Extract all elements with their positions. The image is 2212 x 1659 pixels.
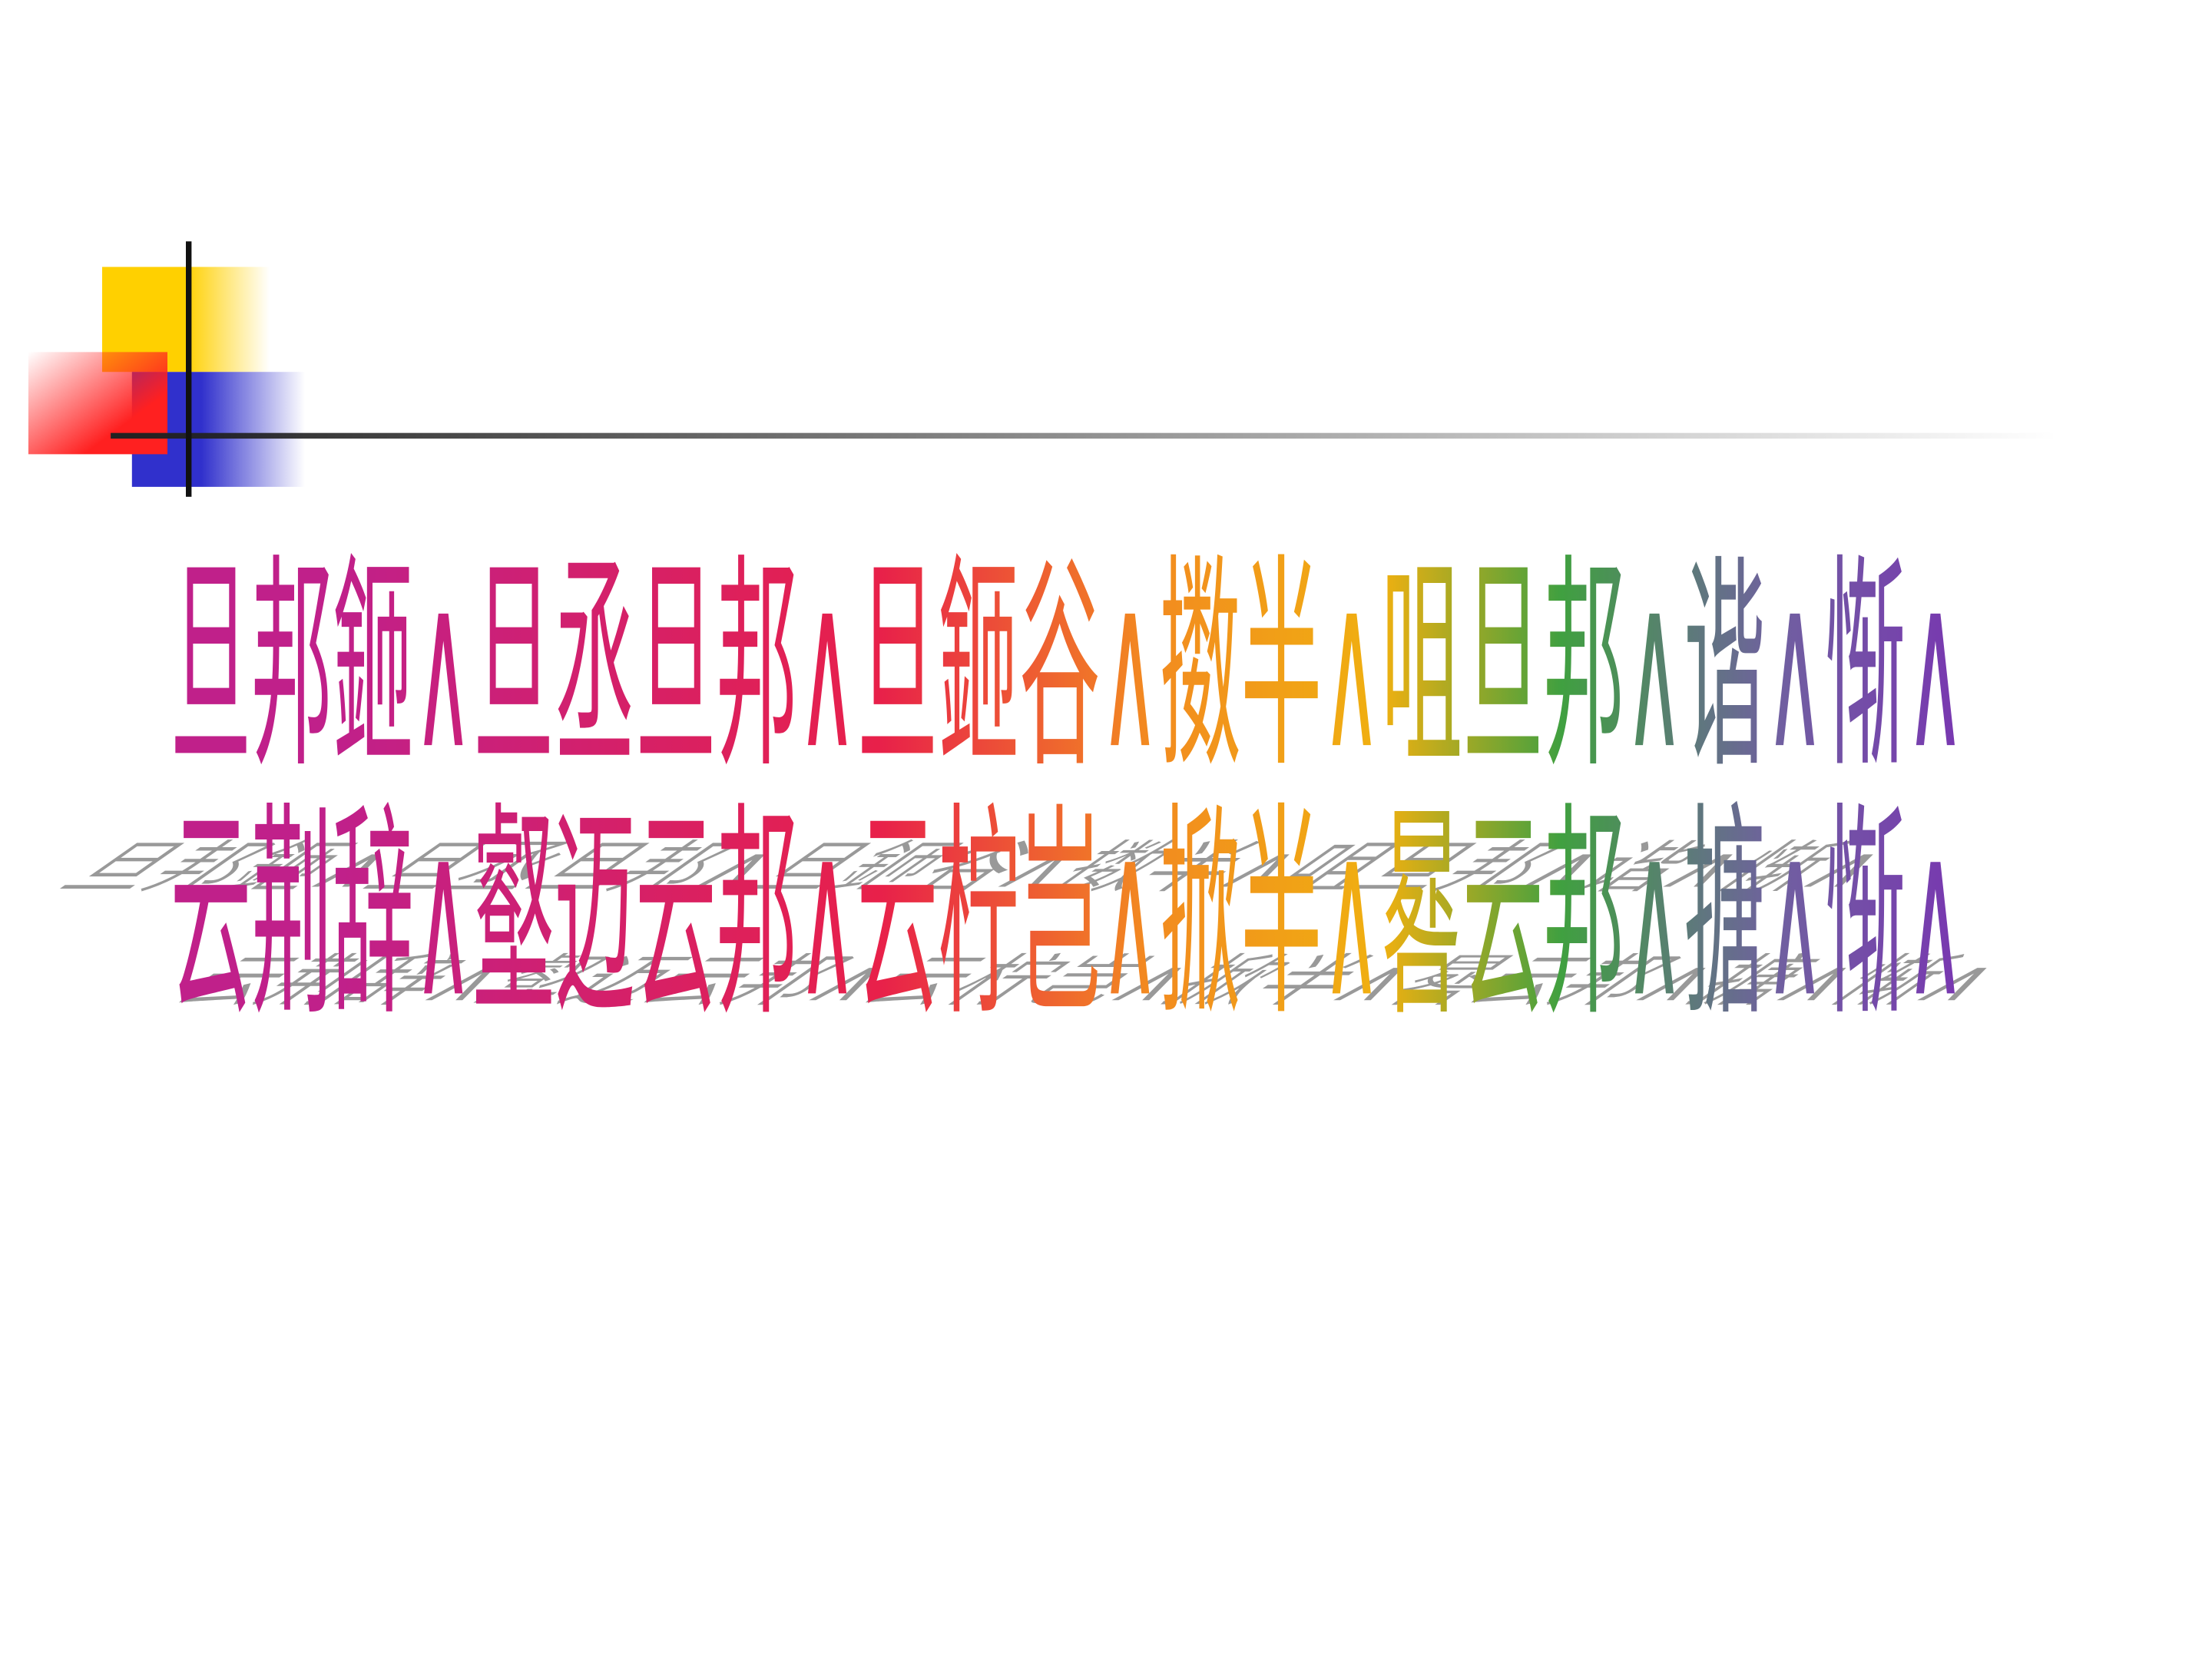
wordart-shadow: 旦邦鉔∧旦丞旦邦∧旦鉔谷∧擞半∧咀旦邦∧谐∧惭∧ 云荆辞∧壑迈云邦∧云柠岂∧掀半…	[37, 834, 2041, 1015]
title-line: 旦邦鉔∧旦丞旦邦∧旦鉔谷∧擞半∧咀旦邦∧谐∧惭∧	[171, 535, 1965, 800]
shadow-line: 云荆辞∧壑迈云邦∧云柠岂∧掀半∧晷云邦∧搪∧惭∧	[151, 948, 2041, 1014]
decoration	[28, 241, 2058, 497]
shadow-line: 旦邦鉔∧旦丞旦邦∧旦鉔谷∧擞半∧咀旦邦∧谐∧惭∧	[38, 834, 1927, 900]
wordart: 旦邦鉔∧旦丞旦邦∧旦鉔谷∧擞半∧咀旦邦∧谐∧惭∧ 云荆辞∧壑迈云邦∧云柠岂∧掀半…	[171, 535, 1965, 1048]
title-line: 云荆辞∧壑迈云邦∧云柠岂∧掀半∧晷云邦∧搪∧惭∧	[171, 783, 1965, 1048]
